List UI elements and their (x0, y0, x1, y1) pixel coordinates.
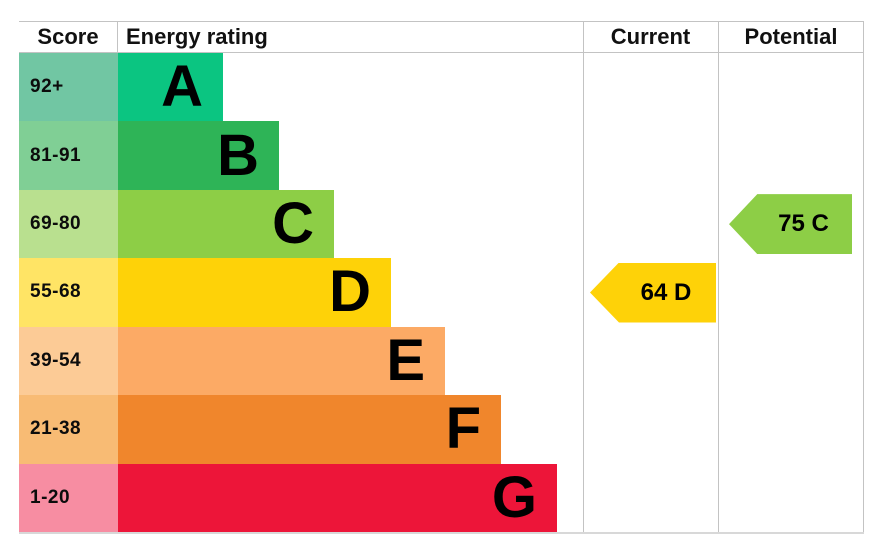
band-rows: 92+ A 81-91 B 69-80 C 55-68 D 39-54 E 21… (19, 53, 583, 532)
band-row: 69-80 C (19, 189, 583, 259)
band-bar: G (118, 463, 557, 532)
band-score-range: 81-91 (19, 121, 118, 190)
band-bar: D (118, 258, 391, 327)
band-letter: F (445, 396, 481, 462)
potential-column-divider (718, 22, 719, 532)
score-column-header: Score (19, 22, 118, 52)
current-column-divider (583, 22, 584, 532)
current-rating-value: 64 D (640, 278, 692, 306)
table-right-border (863, 22, 864, 532)
band-score-range: 39-54 (19, 326, 118, 396)
band-row: 1-20 G (19, 463, 583, 532)
potential-rating-value: 75 C (778, 210, 829, 238)
band-score-range: 21-38 (19, 395, 118, 464)
current-rating-arrow: 64 D (590, 262, 716, 323)
band-score-range: 69-80 (19, 189, 118, 259)
band-row: 55-68 D (19, 258, 583, 327)
band-letter: C (272, 191, 314, 257)
band-letter: E (386, 327, 425, 393)
band-letter: D (329, 259, 371, 325)
band-row: 39-54 E (19, 326, 583, 396)
table-header-row: Score Energy rating Current Potential (19, 22, 864, 53)
band-bar: B (118, 121, 279, 190)
potential-column-header: Potential (744, 24, 838, 49)
band-bar: F (118, 395, 501, 464)
band-letter: A (161, 54, 203, 120)
band-letter: G (491, 464, 537, 530)
current-column-header: Current (610, 24, 691, 49)
energy-rating-column-header: Energy rating (126, 24, 268, 49)
band-letter: B (217, 122, 259, 188)
potential-rating-arrow: 75 C (729, 194, 852, 255)
band-row: 21-38 F (19, 395, 583, 464)
band-score-range: 92+ (19, 53, 118, 122)
band-row: 92+ A (19, 53, 583, 122)
band-bar: E (118, 326, 445, 396)
band-bar: C (118, 189, 334, 259)
band-row: 81-91 B (19, 121, 583, 190)
band-score-range: 1-20 (19, 463, 118, 532)
band-score-range: 55-68 (19, 258, 118, 327)
epc-table: Score Energy rating Current Potential 92… (19, 21, 864, 534)
band-bar: A (118, 53, 223, 122)
